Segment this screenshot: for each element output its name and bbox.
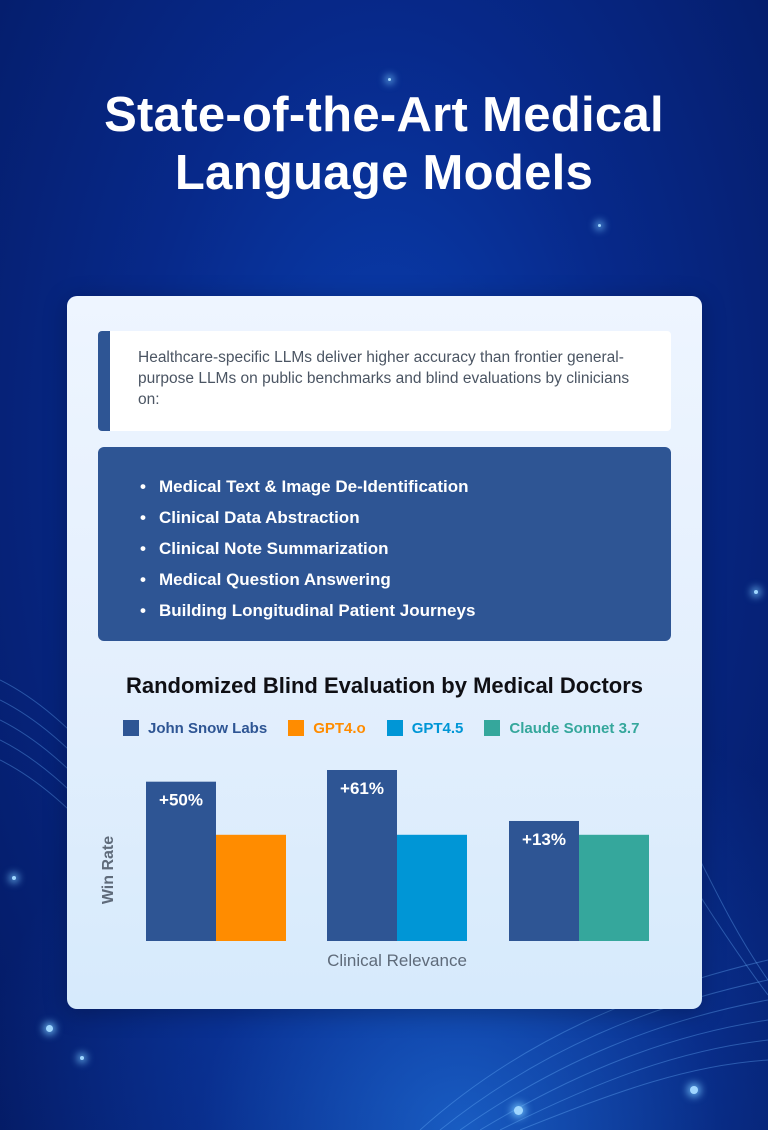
- feature-item: • Medical Text & Image De-Identification: [140, 471, 475, 502]
- bullet-icon: •: [140, 570, 146, 589]
- sparkle-dot: [690, 1086, 698, 1094]
- feature-item: • Clinical Data Abstraction: [140, 502, 475, 533]
- bullet-icon: •: [140, 477, 146, 496]
- chart-legend: John Snow Labs GPT4.o GPT4.5 Claude Sonn…: [123, 718, 639, 738]
- sparkle-dot: [754, 590, 758, 594]
- feature-item: • Building Longitudinal Patient Journeys: [140, 595, 475, 626]
- legend-label: John Snow Labs: [148, 719, 268, 737]
- sparkle-dot: [388, 78, 391, 81]
- title-line-2: Language Models: [174, 146, 594, 200]
- legend-label: GPT4.o: [313, 719, 366, 737]
- feature-item: • Clinical Note Summarization: [140, 533, 475, 564]
- title-line-1: State-of-the-Art Medical: [104, 88, 664, 142]
- bar-chart: +50% +61% +13%: [146, 770, 649, 941]
- legend-item-john-snow-labs: John Snow Labs: [123, 720, 267, 737]
- feature-label: Building Longitudinal Patient Journeys: [159, 601, 476, 620]
- bar-john-snow-labs-group-1: [146, 781, 216, 941]
- bar-data-label: +13%: [522, 830, 566, 849]
- feature-item: • Medical Question Answering: [140, 564, 475, 595]
- legend-item-gpt4o: GPT4.o: [288, 720, 366, 737]
- bar-gpt4-o-group-1: [216, 834, 286, 941]
- page-title: State-of-the-Art Medical Language Models: [0, 86, 768, 202]
- y-axis-label: Win Rate: [100, 835, 117, 905]
- bar-data-label: +50%: [159, 791, 203, 810]
- bar-john-snow-labs-group-2: [327, 770, 397, 941]
- legend-swatch: [484, 720, 501, 736]
- bullet-icon: •: [140, 601, 146, 620]
- intro-text: Healthcare-specific LLMs deliver higher …: [138, 349, 630, 408]
- bar-john-snow-labs-group-3: [509, 820, 579, 941]
- features-box: • Medical Text & Image De-Identification …: [98, 447, 671, 641]
- legend-swatch: [123, 720, 139, 736]
- sparkle-dot: [12, 876, 16, 880]
- feature-label: Medical Question Answering: [159, 570, 391, 589]
- content-card: Healthcare-specific LLMs deliver higher …: [67, 296, 702, 1009]
- intro-box: Healthcare-specific LLMs deliver higher …: [98, 331, 671, 431]
- sparkle-dot: [598, 224, 601, 227]
- legend-label: Claude Sonnet 3.7: [509, 719, 640, 737]
- bar-gpt4-5-group-2: [397, 834, 467, 941]
- feature-label: Medical Text & Image De-Identification: [159, 477, 469, 496]
- feature-label: Clinical Data Abstraction: [159, 508, 360, 527]
- legend-swatch: [288, 720, 305, 736]
- bar-data-label: +61%: [340, 779, 384, 798]
- bullet-icon: •: [140, 539, 146, 558]
- chart-title: Randomized Blind Evaluation by Medical D…: [125, 673, 644, 698]
- x-axis-label: Clinical Relevance: [327, 951, 467, 970]
- sparkle-dot: [80, 1056, 84, 1060]
- feature-label: Clinical Note Summarization: [159, 539, 389, 558]
- sparkle-dot: [46, 1025, 53, 1032]
- sparkle-dot: [514, 1106, 523, 1115]
- bullet-icon: •: [140, 508, 146, 527]
- features-list: • Medical Text & Image De-Identification …: [140, 471, 475, 626]
- bar-claude-sonnet-3-7-group-3: [579, 834, 649, 941]
- legend-label: GPT4.5: [411, 719, 464, 737]
- legend-swatch: [386, 720, 403, 736]
- legend-item-claude: Claude Sonnet 3.7: [484, 720, 639, 737]
- legend-item-gpt45: GPT4.5: [386, 719, 464, 737]
